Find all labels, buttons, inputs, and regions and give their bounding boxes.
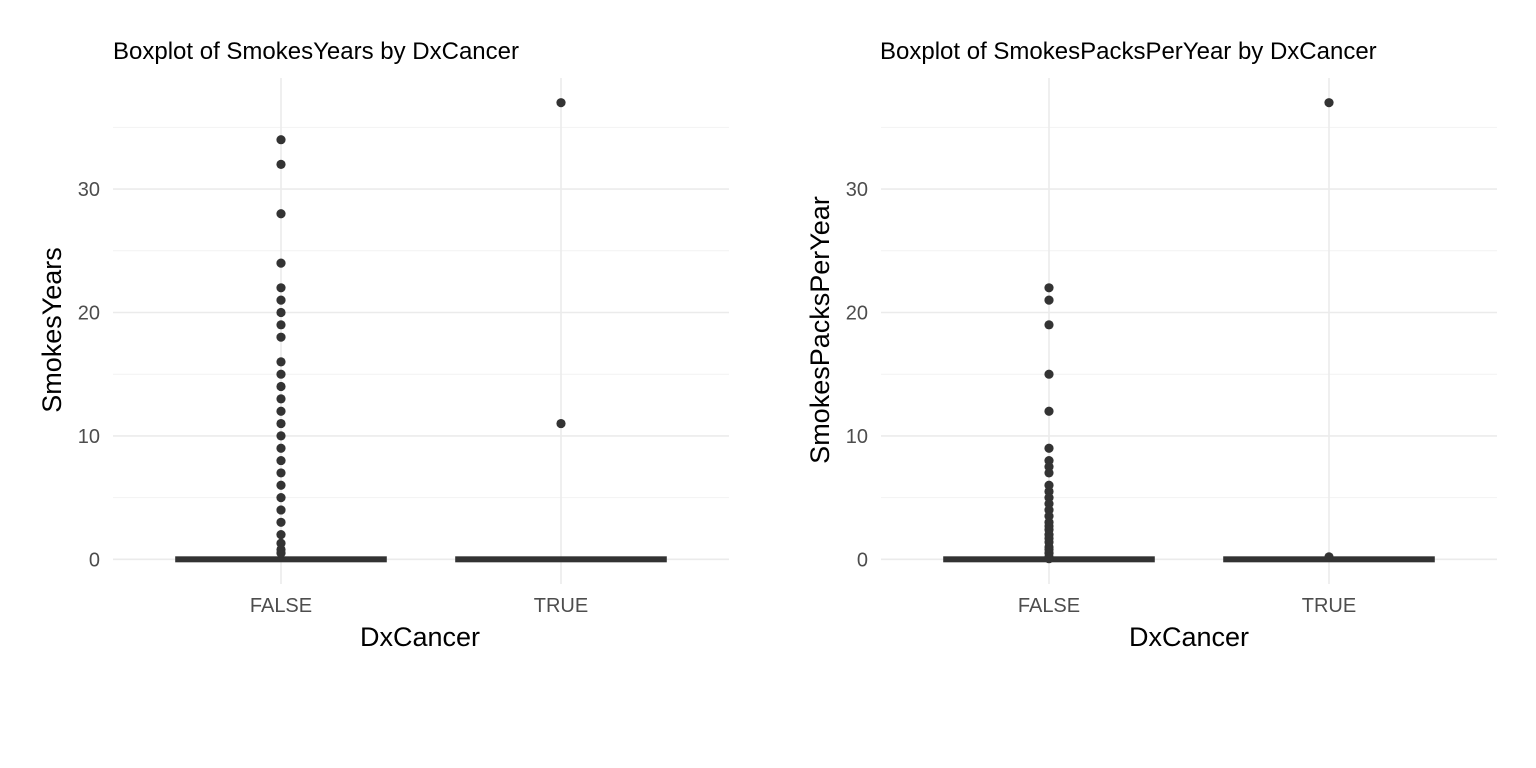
outlier-point: [1044, 468, 1054, 478]
outlier-point: [276, 135, 286, 145]
y-tick-label: 20: [846, 302, 868, 324]
boxplot-panel-smokes-years: Boxplot of SmokesYears by DxCancer 0 10 20…: [37, 38, 729, 652]
outlier-point: [1044, 554, 1054, 564]
y-tick-label: 10: [846, 426, 868, 448]
outlier-point: [276, 369, 286, 379]
y-tick-label: 20: [78, 302, 100, 324]
x-axis-title: DxCancer: [360, 622, 480, 652]
outlier-point: [1044, 320, 1054, 330]
outlier-point: [276, 332, 286, 342]
outlier-point: [276, 283, 286, 293]
outlier-point: [276, 443, 286, 453]
outlier-point: [276, 320, 286, 330]
y-tick-label: 30: [846, 179, 868, 201]
outlier-point: [276, 548, 286, 558]
y-tick-label: 0: [857, 549, 868, 571]
outlier-point: [276, 394, 286, 404]
outlier-point: [276, 493, 286, 503]
outlier-point: [1044, 406, 1054, 416]
outlier-point: [1044, 295, 1054, 305]
outlier-point: [276, 258, 286, 268]
y-tick-labels: 0 10 20 30: [846, 179, 868, 571]
x-tick-label: TRUE: [1302, 595, 1356, 617]
grid-lines: [881, 78, 1497, 584]
x-tick-labels: FALSE TRUE: [1018, 595, 1356, 617]
outlier-point: [276, 517, 286, 527]
outlier-point: [1044, 443, 1054, 453]
outlier-point: [276, 468, 286, 478]
outlier-point: [276, 431, 286, 441]
outlier-point: [276, 357, 286, 367]
x-tick-label: FALSE: [1018, 595, 1080, 617]
y-tick-label: 10: [78, 426, 100, 448]
y-axis-title: SmokesYears: [37, 247, 67, 413]
x-tick-label: TRUE: [534, 595, 588, 617]
outlier-point: [276, 418, 286, 429]
y-tick-label: 30: [78, 179, 100, 201]
plot-marks: [943, 98, 1435, 564]
outlier-point: [1324, 552, 1334, 562]
outlier-point: [556, 98, 566, 108]
outlier-point: [276, 209, 286, 219]
outlier-point: [276, 455, 286, 466]
outlier-point: [276, 406, 286, 416]
y-axis-title: SmokesPacksPerYear: [805, 196, 835, 464]
boxplot-panel-smokes-packs-per-year: Boxplot of SmokesPacksPerYear by DxCance…: [805, 38, 1497, 652]
y-tick-label: 0: [89, 549, 100, 571]
grid-lines: [113, 78, 729, 584]
outlier-point: [276, 159, 286, 169]
outlier-point: [276, 307, 286, 318]
outlier-point: [276, 295, 286, 305]
outlier-point: [276, 480, 286, 490]
chart-title: Boxplot of SmokesPacksPerYear by DxCance…: [880, 38, 1377, 65]
outlier-point: [1044, 283, 1054, 293]
outlier-point: [276, 530, 286, 540]
x-axis-title: DxCancer: [1129, 622, 1249, 652]
outlier-point: [1324, 98, 1334, 108]
outlier-point: [276, 381, 286, 392]
x-tick-labels: FALSE TRUE: [250, 595, 588, 617]
x-tick-label: FALSE: [250, 595, 312, 617]
chart-title: Boxplot of SmokesYears by DxCancer: [113, 38, 519, 65]
y-tick-labels: 0 10 20 30: [78, 179, 100, 571]
outlier-point: [276, 505, 286, 515]
outlier-point: [556, 418, 566, 429]
outlier-point: [1044, 369, 1054, 379]
plot-marks: [175, 98, 667, 563]
